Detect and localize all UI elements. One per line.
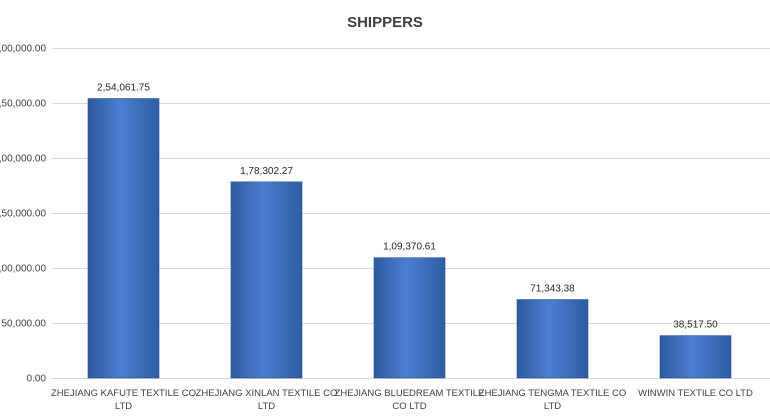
- category-label: LTD: [258, 401, 275, 412]
- category-label: LTD: [115, 401, 132, 412]
- bars: [87, 98, 732, 379]
- category-label: LTD: [544, 401, 561, 412]
- bar: [659, 335, 732, 379]
- y-tick-label: 1,50,000.00: [0, 209, 46, 220]
- category-label: ZHEJIANG TENGMA TEXTILE CO: [479, 388, 626, 399]
- category-label: ZHEJIANG BLUEDREAM TEXTILE: [335, 388, 485, 399]
- category-label: ZHEJIANG KAFUTE TEXTILE CO: [51, 388, 196, 399]
- bar: [230, 181, 303, 379]
- bar: [87, 98, 160, 379]
- y-tick-label: 1,00,000.00: [0, 264, 46, 275]
- bar: [373, 257, 446, 379]
- data-label: 38,517.50: [673, 320, 718, 331]
- y-tick-label: 2,00,000.00: [0, 154, 46, 165]
- data-label: 2,54,061.75: [97, 83, 150, 94]
- category-label: ZHEJIANG XINLAN TEXTILE CO: [196, 388, 338, 399]
- y-tick-label: 50,000.00: [2, 319, 47, 330]
- data-label: 1,78,302.27: [240, 166, 293, 177]
- data-label: 1,09,370.61: [383, 242, 436, 253]
- y-tick-label: 0.00: [27, 374, 47, 385]
- y-tick-label: 2,50,000.00: [0, 99, 46, 110]
- bar: [516, 299, 589, 379]
- category-label: CO LTD: [392, 401, 426, 412]
- y-axis: 0.00 50,000.00 1,00,000.00 1,50,000.00 2,00,…: [0, 44, 46, 385]
- x-axis: ZHEJIANG KAFUTE TEXTILE CO LTD ZHEJIANG XI…: [51, 388, 753, 412]
- data-labels: 2,54,061.75 1,78,302.27 1,09,370.61 71,343.…: [97, 83, 718, 331]
- data-label: 71,343.38: [530, 284, 575, 295]
- category-label: WINWIN TEXTILE CO LTD: [638, 388, 753, 399]
- y-tick-label: 3,00,000.00: [0, 44, 46, 55]
- chart-title: SHIPPERS: [347, 14, 423, 31]
